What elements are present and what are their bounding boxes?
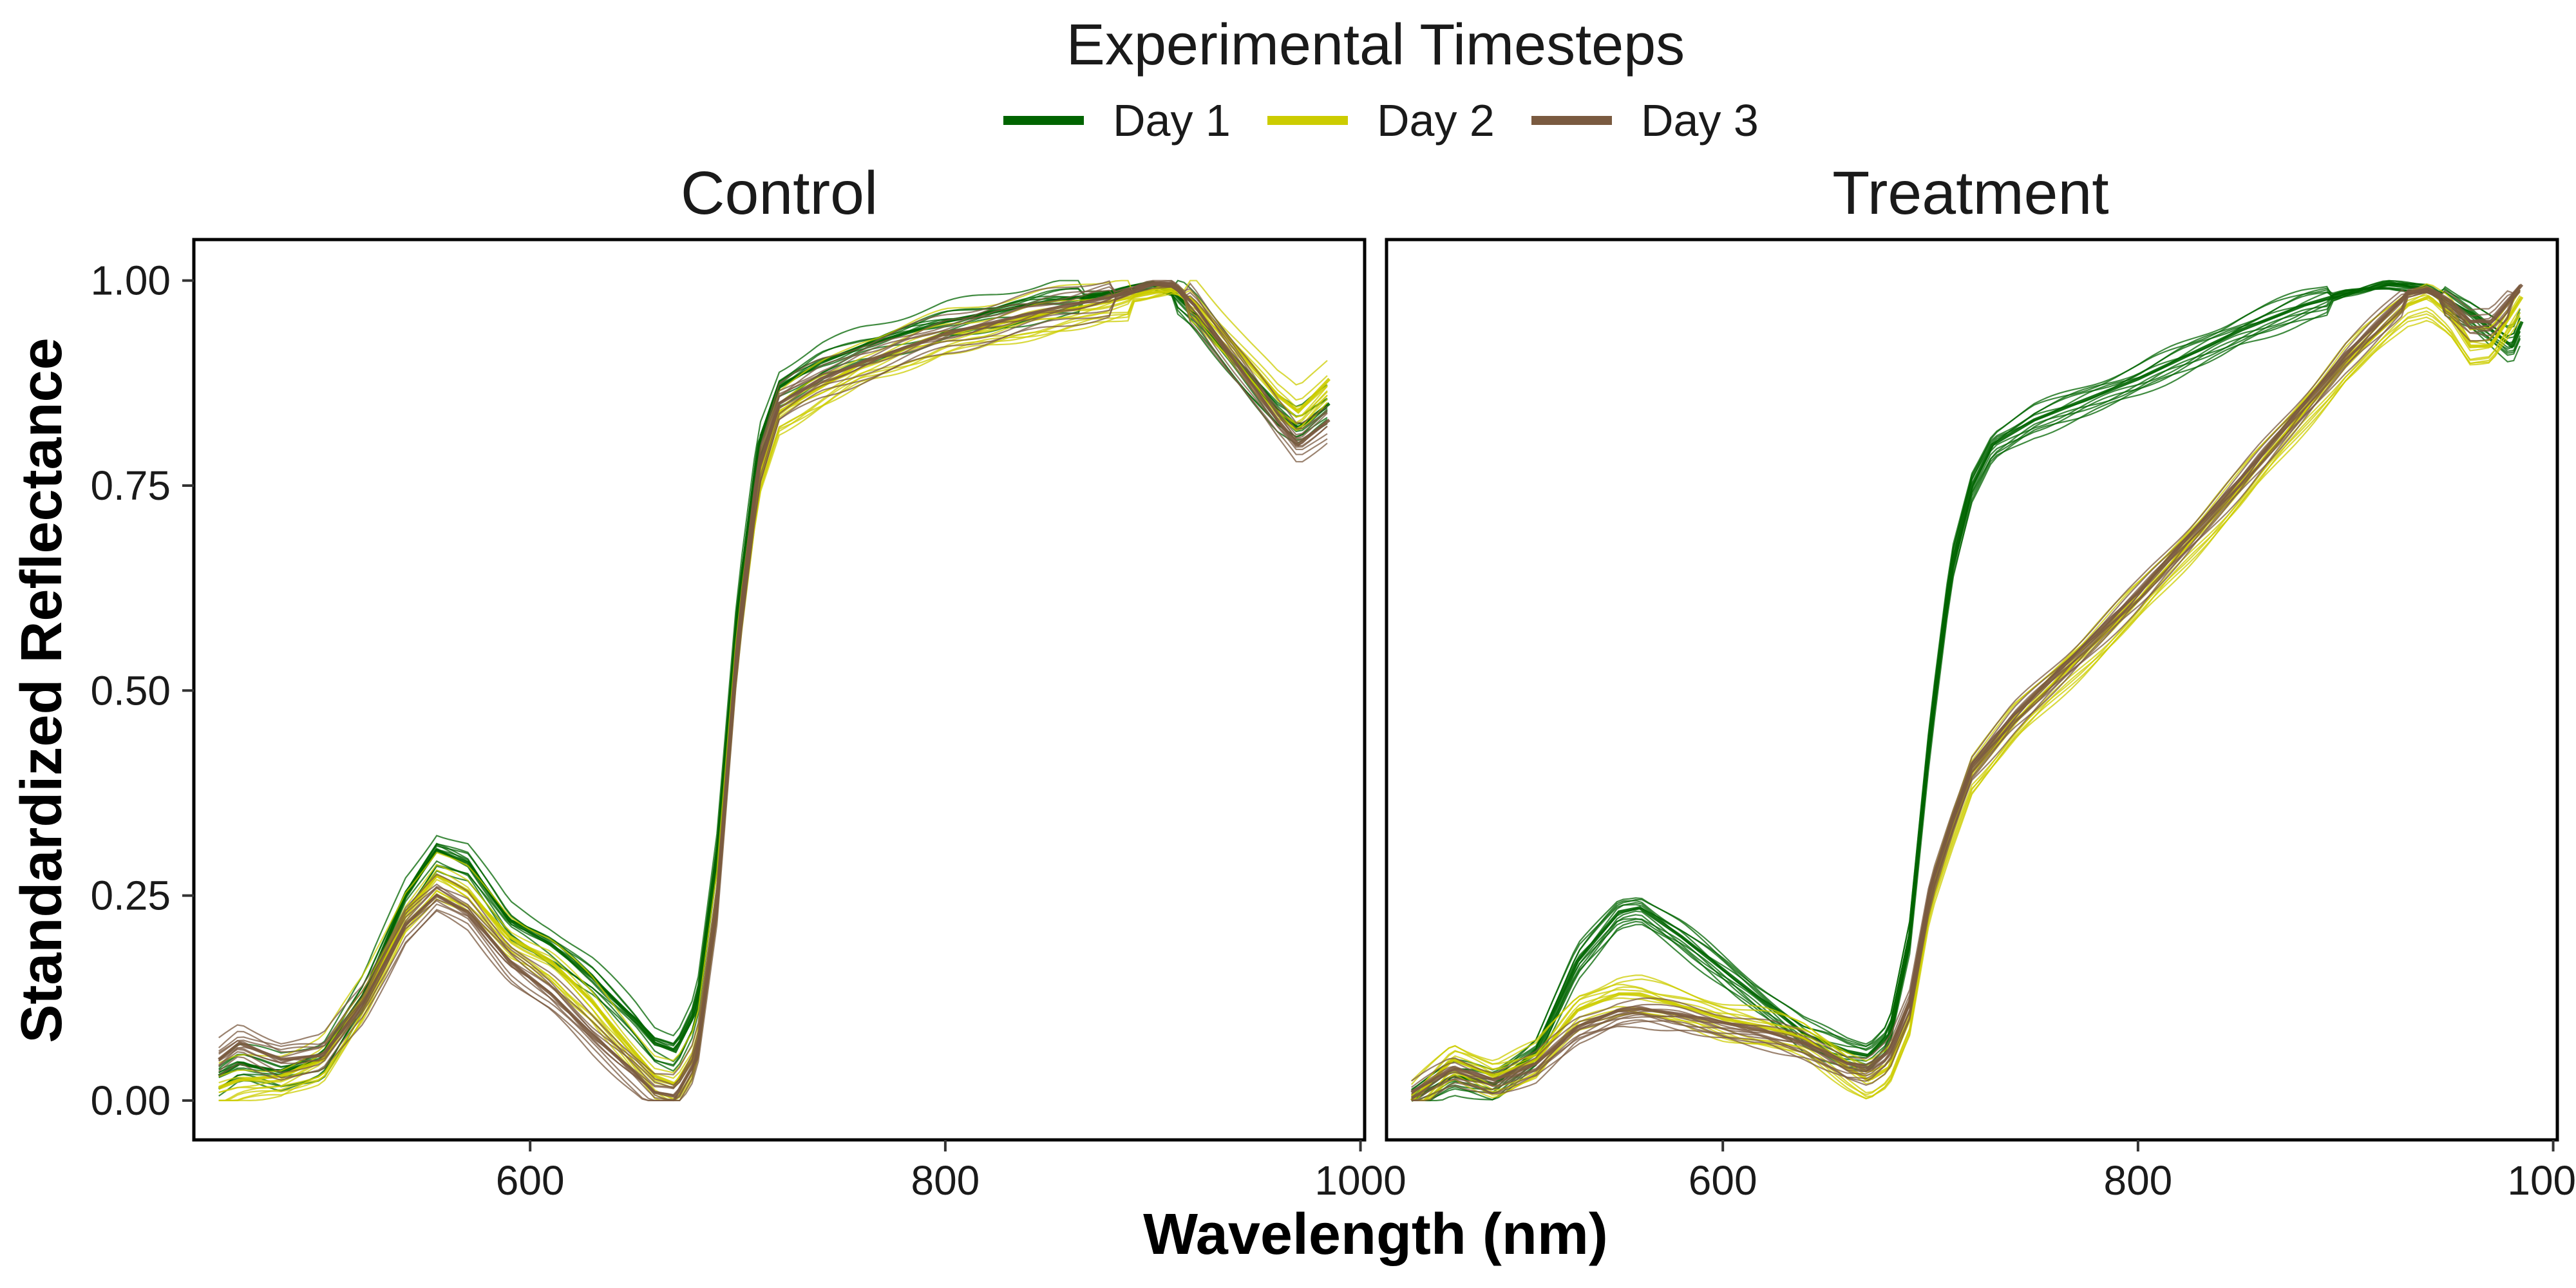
series-line-day-3 xyxy=(1410,283,2524,1094)
x-tick-label: 1000 xyxy=(1314,1157,1406,1204)
panel-frame-treatment xyxy=(1385,238,2559,1142)
y-tick-label: 0.00 xyxy=(90,1077,171,1124)
legend-label-2: Day 2 xyxy=(1377,95,1495,146)
spectrum-line-day-3 xyxy=(1411,287,2521,1099)
spectrum-line-day-3 xyxy=(1411,285,2521,1101)
series-line-day-1 xyxy=(1410,283,2524,1103)
spectrum-line-day-2 xyxy=(1411,319,2521,1101)
x-tick-label: 600 xyxy=(1689,1157,1757,1204)
spectra-treatment xyxy=(1410,279,2524,1103)
spectrum-line-day-2 xyxy=(1411,307,2521,1101)
legend-label-3: Day 3 xyxy=(1641,95,1759,146)
x-axis-title: Wavelength (nm) xyxy=(1143,1202,1608,1267)
spectrum-line-day-3 xyxy=(218,279,1328,1075)
spectrum-line-day-3 xyxy=(1411,285,2521,1101)
y-axis-title: Standardized Reflectance xyxy=(10,337,74,1043)
x-tick-label: 600 xyxy=(496,1157,565,1204)
spectrum-line-day-3 xyxy=(1411,284,2521,1101)
y-tick-label: 1.00 xyxy=(90,258,171,304)
y-tick-label: 0.50 xyxy=(90,667,171,714)
x-tick-label: 800 xyxy=(911,1157,980,1204)
x-tick-label: 1000 xyxy=(2507,1157,2576,1204)
panel-control: Control 0.00 0.25 0.50 0.75 1.00 600 800 1000 xyxy=(90,159,1406,1204)
spectrum-line-day-2 xyxy=(1411,294,2521,1101)
legend-title: Experimental Timesteps xyxy=(1066,13,1685,77)
spectrum-line-day-1 xyxy=(1411,287,2521,1101)
spectrum-line-day-3 xyxy=(1411,286,2521,1082)
spectrum-line-day-3 xyxy=(1411,290,2521,1101)
panel-treatment: Treatment 600 800 1000 xyxy=(1385,159,2576,1204)
spectrum-line-day-1 xyxy=(1411,288,2521,1101)
series-line-day-3 xyxy=(218,283,1331,1099)
spectrum-line-day-2 xyxy=(218,290,1328,1101)
legend-label-1: Day 1 xyxy=(1113,95,1231,146)
spectrum-line-day-1 xyxy=(1411,281,2521,1101)
spectrum-line-day-3 xyxy=(1411,290,2521,1099)
spectrum-line-day-1 xyxy=(1411,283,2521,1101)
spectra-control xyxy=(218,279,1331,1102)
spectrum-line-day-1 xyxy=(1411,281,2521,1100)
panel-title-treatment: Treatment xyxy=(1832,159,2108,227)
legend: Experimental Timesteps Day 1 Day 2 Day 3 xyxy=(1003,13,1759,146)
legend-items: Day 1 Day 2 Day 3 xyxy=(1003,95,1759,146)
panel-title-control: Control xyxy=(681,159,878,227)
y-tick-label: 0.75 xyxy=(90,462,171,509)
y-axis-control: 0.00 0.25 0.50 0.75 1.00 xyxy=(90,258,194,1124)
x-axis-control: 600 800 1000 xyxy=(496,1140,1406,1204)
x-tick-label: 800 xyxy=(2103,1157,2172,1204)
spectrum-line-day-1 xyxy=(1411,282,2521,1101)
x-axis-treatment: 600 800 1000 xyxy=(1689,1140,2576,1204)
spectrum-line-day-1 xyxy=(1411,288,2521,1101)
spectrum-line-day-2 xyxy=(1410,286,2521,1085)
spectrum-line-day-1 xyxy=(1411,279,2521,1091)
y-tick-label: 0.25 xyxy=(90,873,171,919)
